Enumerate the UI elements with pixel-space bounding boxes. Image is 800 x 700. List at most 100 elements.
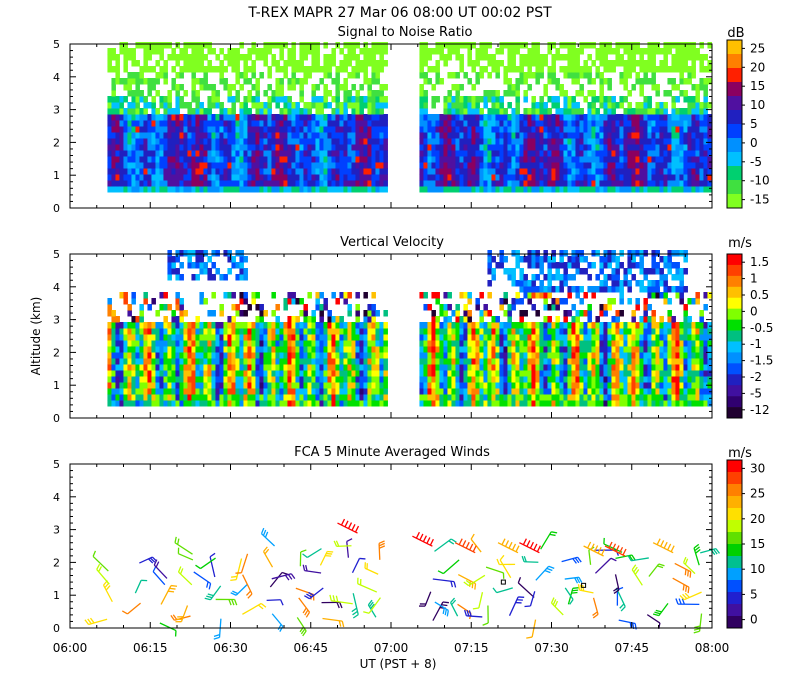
snr-cell (155, 156, 160, 163)
snr-cell (635, 180, 640, 187)
snr-cell (167, 156, 172, 163)
snr-cell (659, 186, 664, 193)
velocity-cell (251, 334, 256, 341)
snr-cell (311, 162, 316, 169)
snr-cell (371, 54, 376, 61)
snr-cell (315, 84, 320, 91)
velocity-cell (203, 250, 208, 257)
snr-cell (507, 144, 512, 151)
snr-cell (463, 168, 468, 175)
snr-cell (503, 72, 508, 79)
snr-cell (619, 60, 624, 67)
velocity-cell (239, 262, 244, 269)
velocity-cell (231, 340, 236, 347)
velocity-cell (519, 382, 524, 389)
snr-cell (135, 150, 140, 157)
snr-cell (335, 150, 340, 157)
snr-cell (131, 156, 136, 163)
snr-cell (383, 48, 388, 55)
snr-cell (595, 108, 600, 115)
snr-cell (207, 180, 212, 187)
snr-cell (267, 138, 272, 145)
snr-cell (647, 180, 652, 187)
velocity-cell (251, 388, 256, 395)
snr-cell (687, 114, 692, 121)
velocity-cell (531, 286, 536, 293)
snr-cell (171, 138, 176, 145)
snr-cell (503, 150, 508, 157)
snr-cell (195, 168, 200, 175)
velocity-cell (267, 400, 272, 407)
snr-cell (139, 126, 144, 133)
snr-cell (151, 120, 156, 127)
velocity-cell (367, 334, 372, 341)
velocity-cell (351, 334, 356, 341)
snr-cell (379, 186, 384, 193)
velocity-cell (355, 340, 360, 347)
velocity-cell (163, 322, 168, 329)
snr-cell (435, 162, 440, 169)
snr-cell (659, 48, 664, 55)
velocity-cell (167, 352, 172, 359)
snr-cell (571, 186, 576, 193)
snr-cell (639, 174, 644, 181)
snr-cell (287, 114, 292, 121)
snr-cell (699, 186, 704, 193)
snr-cell (483, 156, 488, 163)
snr-cell (671, 150, 676, 157)
snr-cell (111, 78, 116, 85)
snr-cell (443, 60, 448, 67)
snr-cell (543, 180, 548, 187)
snr-cell (207, 150, 212, 157)
snr-cell (207, 138, 212, 145)
velocity-cell (435, 328, 440, 335)
snr-cell (667, 138, 672, 145)
snr-cell (423, 168, 428, 175)
velocity-cell (271, 322, 276, 329)
velocity-cell (235, 328, 240, 335)
velocity-cell (307, 346, 312, 353)
velocity-cell (279, 334, 284, 341)
snr-cell (663, 42, 668, 49)
velocity-cell (227, 400, 232, 407)
snr-cell (423, 78, 428, 85)
velocity-cell (287, 400, 292, 407)
velocity-cell (311, 376, 316, 383)
velocity-cell (255, 334, 260, 341)
snr-cell (271, 168, 276, 175)
snr-cell (463, 102, 468, 109)
snr-cell (303, 126, 308, 133)
snr-cell (191, 108, 196, 115)
velocity-cell (435, 400, 440, 407)
snr-cell (423, 60, 428, 67)
snr-cell (179, 174, 184, 181)
velocity-cell (443, 400, 448, 407)
snr-cell (623, 126, 628, 133)
snr-cell (115, 168, 120, 175)
snr-cell (459, 120, 464, 127)
snr-cell (687, 72, 692, 79)
velocity-cell (195, 352, 200, 359)
velocity-cell (323, 304, 328, 311)
snr-cell (671, 120, 676, 127)
snr-cell (363, 42, 368, 49)
snr-cell (315, 174, 320, 181)
velocity-cell (371, 394, 376, 401)
velocity-cell (563, 280, 568, 287)
velocity-cell (519, 328, 524, 335)
velocity-cell (547, 388, 552, 395)
velocity-cell (291, 358, 296, 365)
velocity-cell (507, 316, 512, 323)
velocity-cell (563, 250, 568, 257)
velocity-cell (227, 328, 232, 335)
velocity-cell (287, 334, 292, 341)
snr-cell (195, 60, 200, 67)
snr-cell (195, 66, 200, 73)
snr-cell (383, 150, 388, 157)
snr-cell (631, 120, 636, 127)
snr-cell (483, 138, 488, 145)
velocity-cell (567, 382, 572, 389)
snr-cell (483, 48, 488, 55)
velocity-cell (215, 364, 220, 371)
snr-cell (283, 66, 288, 73)
